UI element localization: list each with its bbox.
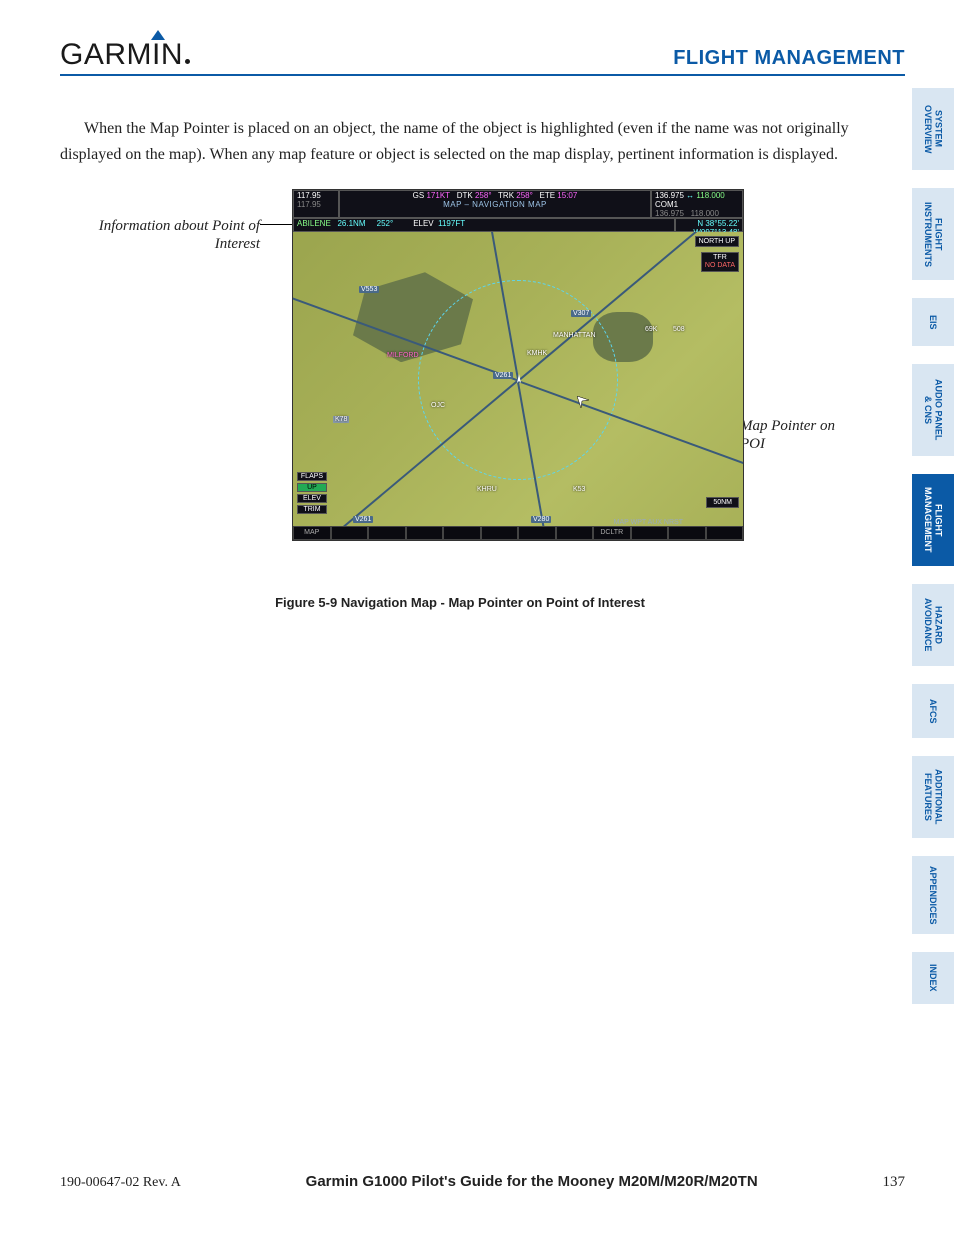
section-tab[interactable]: AFCS bbox=[912, 684, 954, 738]
waypoint-label: KHRU bbox=[477, 486, 497, 493]
north-up-badge: NORTH UP bbox=[695, 236, 739, 247]
section-tab[interactable]: FLIGHT INSTRUMENTS bbox=[912, 188, 954, 280]
callout-map-pointer: Map Pointer on POI bbox=[740, 417, 860, 453]
section-tab[interactable]: EIS bbox=[912, 298, 954, 346]
airway-label: V261 bbox=[353, 516, 373, 523]
callout-poi-info: Information about Point of Interest bbox=[90, 217, 260, 253]
doc-revision: 190-00647-02 Rev. A bbox=[60, 1175, 181, 1191]
airway-label: V280 bbox=[531, 516, 551, 523]
waypoint-label: 69K bbox=[645, 326, 657, 333]
flaps-label: FLAPS bbox=[297, 472, 327, 481]
ete-value: 15:07 bbox=[557, 191, 577, 200]
dtk-value: 258° bbox=[475, 191, 492, 200]
com-r1b: 118.000 bbox=[696, 191, 724, 200]
softkey[interactable] bbox=[518, 526, 556, 540]
waypoint-label: MILFORD bbox=[387, 352, 419, 359]
gs-unit: KT bbox=[440, 191, 450, 200]
waypoint-label: K53 bbox=[573, 486, 585, 493]
nd-top-bar: 117.95 117.95 GS 171KT DTK 258° TRK 258°… bbox=[293, 190, 743, 218]
softkey[interactable] bbox=[706, 526, 744, 540]
ete-label: ETE bbox=[540, 191, 556, 200]
softkey[interactable] bbox=[406, 526, 444, 540]
logo-triangle-icon bbox=[151, 30, 165, 40]
softkey[interactable]: DCLTR bbox=[593, 526, 631, 540]
flaps-indicator: FLAPS UP ELEV TRIM bbox=[297, 472, 327, 516]
airway-label: V553 bbox=[359, 286, 379, 293]
dtk-label: DTK bbox=[457, 191, 473, 200]
gs-label: GS bbox=[413, 191, 425, 200]
nd-status-strip: GS 171KT DTK 258° TRK 258° ETE 15:07 MAP… bbox=[339, 190, 651, 218]
nav-map-display: 117.95 117.95 GS 171KT DTK 258° TRK 258°… bbox=[292, 189, 744, 541]
map-scale-badge: 50NM bbox=[706, 497, 739, 508]
doc-title: Garmin G1000 Pilot's Guide for the Moone… bbox=[181, 1173, 883, 1190]
softkey[interactable] bbox=[631, 526, 669, 540]
com-r2b: 118.000 bbox=[691, 209, 719, 218]
page-footer: 190-00647-02 Rev. A Garmin G1000 Pilot's… bbox=[60, 1173, 905, 1191]
map-pointer-icon bbox=[577, 395, 589, 407]
tfr-badge: TFR NO DATA bbox=[701, 252, 739, 271]
page-header: GARMIN FLIGHT MANAGEMENT bbox=[60, 28, 905, 76]
nav-freq-l1: 117.95 bbox=[297, 191, 321, 200]
poi-dist-unit: NM bbox=[353, 219, 365, 228]
com-freq-right: 136.975 ↔ 118.000 COM1 136.975 118.000 C… bbox=[651, 190, 743, 218]
poi-brg: 252° bbox=[377, 219, 394, 228]
poi-lat: N 38°55.22' bbox=[697, 219, 739, 228]
nav-freq-l2: 117.95 bbox=[297, 200, 321, 209]
airway-label: V261 bbox=[493, 372, 513, 379]
elev-val: 1197 bbox=[438, 219, 455, 228]
waypoint-label: K78 bbox=[333, 416, 349, 423]
elevtrim-label: ELEV bbox=[297, 494, 327, 503]
airway-label: V307 bbox=[571, 310, 591, 317]
softkey-bar: MAP DCLTR bbox=[293, 526, 743, 540]
waypoint-label: KMHK bbox=[527, 350, 547, 357]
section-tab[interactable]: FLIGHT MANAGEMENT bbox=[912, 474, 954, 566]
softkey[interactable] bbox=[443, 526, 481, 540]
nd-page-title: MAP – NAVIGATION MAP bbox=[343, 201, 647, 210]
body-paragraph: When the Map Pointer is placed on an obj… bbox=[60, 116, 860, 167]
garmin-logo: GARMIN bbox=[60, 40, 190, 70]
map-canvas: V553 V307 V261 V261 V280 KMHK K78 MANHAT… bbox=[293, 232, 743, 528]
poi-dist: 26.1 bbox=[337, 219, 353, 228]
elev-label: ELEV bbox=[413, 219, 433, 228]
tfr-l1: TFR bbox=[705, 254, 735, 262]
tfr-l2: NO DATA bbox=[705, 262, 735, 270]
com1-label: COM1 bbox=[655, 200, 678, 209]
poi-info-bar: ABILENE 26.1NM 252° ELEV 1197FT N 38°55.… bbox=[293, 218, 743, 232]
trim-label2: TRIM bbox=[297, 505, 327, 514]
com-r1a: 136.975 bbox=[655, 191, 684, 200]
section-tab[interactable]: ADDITIONAL FEATURES bbox=[912, 756, 954, 838]
logo-text: GARMIN bbox=[60, 38, 183, 71]
elev-unit: FT bbox=[455, 219, 465, 228]
section-tab[interactable]: INDEX bbox=[912, 952, 954, 1004]
gs-value: 171 bbox=[426, 191, 439, 200]
nav-freq-left: 117.95 117.95 bbox=[293, 190, 339, 218]
section-tab[interactable]: HAZARD AVOIDANCE bbox=[912, 584, 954, 666]
com-r2a: 136.975 bbox=[655, 209, 684, 218]
figure-container: Information about Point of Interest Map … bbox=[60, 189, 860, 589]
section-tab[interactable]: AUDIO PANEL & CNS bbox=[912, 364, 954, 456]
waypoint-label: OJC bbox=[431, 402, 445, 409]
section-title: FLIGHT MANAGEMENT bbox=[673, 47, 905, 70]
softkey[interactable] bbox=[368, 526, 406, 540]
softkey[interactable] bbox=[668, 526, 706, 540]
trk-label: TRK bbox=[498, 191, 514, 200]
waypoint-label: MANHATTAN bbox=[553, 332, 596, 339]
page-number: 137 bbox=[883, 1174, 906, 1191]
figure-caption: Figure 5-9 Navigation Map - Map Pointer … bbox=[60, 595, 860, 610]
flaps-up: UP bbox=[297, 483, 327, 492]
trk-value: 258° bbox=[516, 191, 533, 200]
poi-name: ABILENE bbox=[297, 219, 331, 228]
softkey[interactable] bbox=[556, 526, 594, 540]
softkey[interactable] bbox=[331, 526, 369, 540]
section-tab[interactable]: SYSTEM OVERVIEW bbox=[912, 88, 954, 170]
page-group-strip: MAP WPT AUX NRST bbox=[614, 519, 683, 526]
section-tab[interactable]: APPENDICES bbox=[912, 856, 954, 934]
waypoint-label: 508 bbox=[673, 326, 685, 333]
section-tabs-sidebar: SYSTEM OVERVIEW FLIGHT INSTRUMENTS EIS AUDI… bbox=[912, 88, 954, 1004]
softkey[interactable] bbox=[481, 526, 519, 540]
softkey[interactable]: MAP bbox=[293, 526, 331, 540]
